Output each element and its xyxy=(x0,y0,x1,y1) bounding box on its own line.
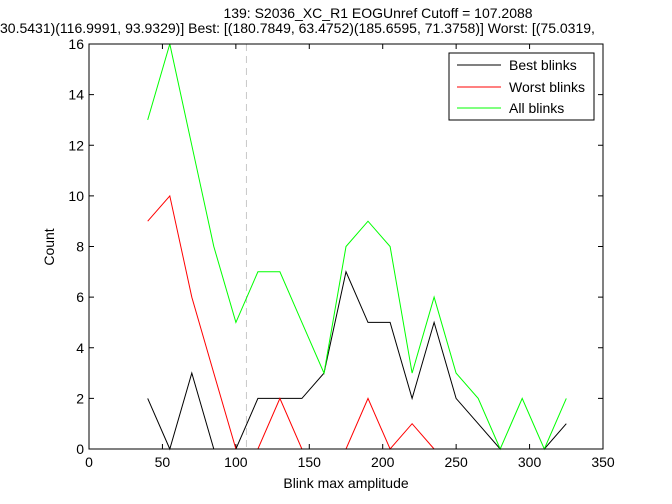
x-tick-label: 250 xyxy=(444,454,468,470)
legend-label-all: All blinks xyxy=(509,100,564,116)
legend-label-best: Best blinks xyxy=(509,57,577,73)
x-tick-label: 100 xyxy=(224,454,248,470)
y-axis-ticks: 0 2 4 6 8 10 12 14 16 xyxy=(68,36,603,457)
y-tick-label: 10 xyxy=(68,188,84,204)
x-axis-ticks: 0 50 100 150 200 250 300 350 xyxy=(85,44,615,470)
x-tick-label: 150 xyxy=(298,454,322,470)
y-tick-label: 0 xyxy=(76,441,84,457)
plot-border xyxy=(88,43,604,450)
y-axis-label: Count xyxy=(41,228,57,265)
y-tick-label: 2 xyxy=(76,390,84,406)
legend: Best blinks Worst blinks All blinks xyxy=(448,52,595,121)
x-tick-label: 300 xyxy=(518,454,542,470)
series-worst-blinks xyxy=(147,194,435,450)
x-tick-label: 0 xyxy=(85,454,93,470)
series-all-blinks xyxy=(147,43,567,451)
y-tick-label: 12 xyxy=(68,137,84,153)
x-tick-label: 200 xyxy=(371,454,395,470)
y-tick-label: 6 xyxy=(76,289,84,305)
chart-title-line-2: 30.5431)(116.9991, 93.9329)] Best: [(180… xyxy=(0,20,595,36)
y-tick-label: 16 xyxy=(68,36,84,52)
x-axis-label: Blink max amplitude xyxy=(283,475,408,491)
y-tick-label: 8 xyxy=(76,239,84,255)
x-tick-label: 350 xyxy=(591,454,615,470)
legend-label-worst: Worst blinks xyxy=(509,79,585,95)
chart-title-line-1: 139: S2036_XC_R1 EOGUnref Cutoff = 107.2… xyxy=(223,5,532,21)
y-tick-label: 4 xyxy=(76,340,84,356)
x-tick-label: 50 xyxy=(155,454,171,470)
y-tick-label: 14 xyxy=(68,87,84,103)
